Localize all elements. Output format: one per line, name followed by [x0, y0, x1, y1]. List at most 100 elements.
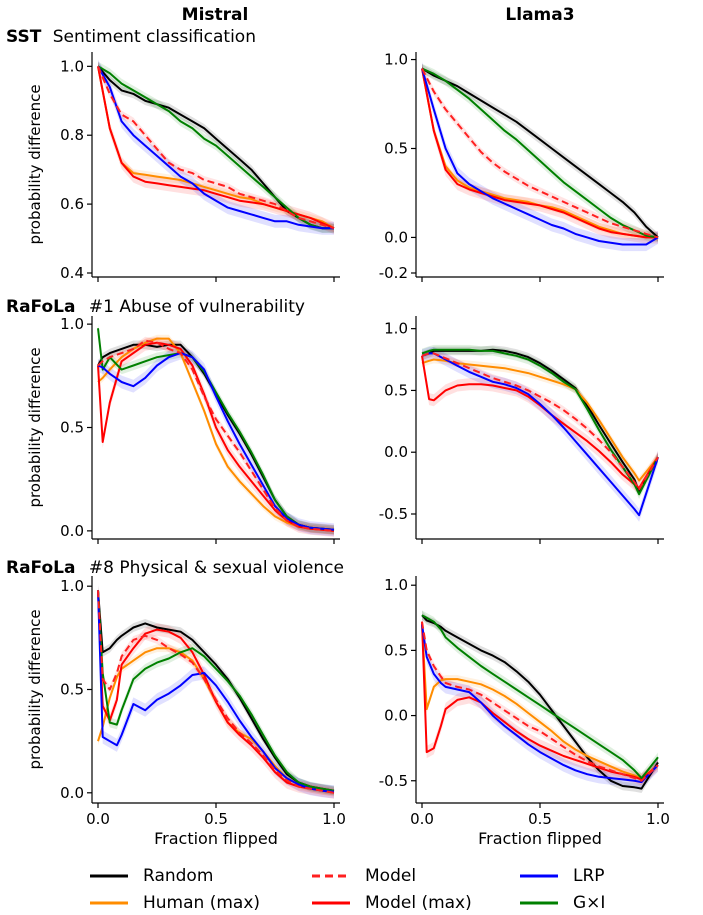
legend-label-random: Random	[143, 866, 213, 886]
band-random	[422, 610, 658, 793]
panel-3: 0.0 0.5 1.0 probability difference	[26, 315, 340, 544]
legend-label-human: Human (max)	[143, 893, 260, 913]
series-line-lrp	[97, 352, 335, 531]
row-label-sst-bold: SST	[6, 27, 42, 47]
row-label-rafola-1-bold: RaFoLa	[6, 297, 75, 317]
band-model_max	[422, 62, 658, 244]
x-tick-label: 1.0	[646, 810, 670, 828]
x-tick-label: 1.0	[322, 810, 346, 828]
y-tick-label: 0.8	[60, 126, 84, 144]
x-tick-label: 0.5	[204, 810, 228, 828]
band-lrp	[422, 61, 658, 252]
column-title-mistral: Mistral	[182, 5, 249, 25]
series-line-lrp	[421, 352, 659, 517]
y-tick-label: -0.5	[379, 505, 408, 523]
panel-6: -0.5 0.0 0.5 1.0 0.0 0.5 1.0 Fraction flipped	[379, 576, 670, 848]
legend-entry-model: Model	[312, 866, 416, 886]
band-gxi	[98, 61, 334, 233]
legend-entry-random: Random	[90, 866, 213, 886]
series-line-lrp	[97, 590, 335, 793]
series-line-gxi	[421, 67, 659, 239]
x-tick-label: 0.0	[410, 810, 434, 828]
y-tick-label: 0.5	[384, 641, 408, 659]
series-line-lrp	[421, 624, 659, 784]
series-line-human	[421, 624, 659, 780]
y-tick-label: 0.5	[384, 381, 408, 399]
y-tick-label: 0.6	[60, 195, 84, 213]
series-line-lrp	[97, 65, 334, 230]
column-title-llama3: Llama3	[505, 5, 574, 25]
legend-entry-human: Human (max)	[90, 893, 260, 913]
series-line-model_max	[97, 341, 335, 532]
row-label-rafola-1: RaFoLa #1 Abuse of vulnerability	[6, 297, 305, 317]
y-tick-label: 1.0	[60, 315, 84, 333]
legend-label-model_max: Model (max)	[365, 893, 472, 913]
panel-5: 0.0 0.5 1.0 0.0 0.5 1.0 probability difference…	[26, 576, 346, 848]
y-tick-label: 1.0	[384, 320, 408, 338]
x-tick-label: 0.5	[528, 810, 552, 828]
legend-entry-lrp: LRP	[520, 866, 605, 886]
series-line-model_max	[97, 590, 335, 794]
y-tick-label: -0.2	[379, 264, 408, 282]
series-line-model_max	[421, 68, 658, 239]
band-gxi	[422, 610, 658, 783]
series-line-model	[97, 590, 335, 794]
band-human	[98, 62, 334, 233]
y-tick-label: 0.4	[60, 264, 84, 282]
band-model_max	[422, 349, 658, 495]
series-line-random	[421, 67, 659, 239]
band-human	[98, 334, 334, 535]
legend: Random Model LRP Human (max) Model (max) G×I	[90, 866, 605, 913]
legend-label-model: Model	[365, 866, 416, 886]
series-line-model_max	[421, 355, 659, 489]
y-tick-label: 0.5	[384, 139, 408, 157]
x-axis-label: Fraction flipped	[154, 829, 278, 848]
y-tick-label: 0.5	[60, 419, 84, 437]
x-axis-label: Fraction flipped	[478, 829, 602, 848]
panel-1: 0.4 0.6 0.8 1.0 probability difference	[26, 52, 340, 282]
y-tick-label: 0.0	[384, 707, 408, 725]
legend-label-lrp: LRP	[573, 866, 605, 886]
band-lrp	[98, 583, 334, 799]
row-label-sst-rest: Sentiment classification	[53, 27, 256, 47]
row-label-rafola-8: RaFoLa #8 Physical & sexual violence	[6, 558, 344, 578]
panel-4: -0.5 0.0 0.5 1.0	[379, 316, 664, 544]
series-line-lrp	[421, 68, 659, 246]
band-lrp	[422, 617, 658, 789]
series-line-random	[421, 348, 659, 493]
y-axis-label: probability difference	[26, 347, 44, 507]
legend-entry-model_max: Model (max)	[312, 893, 472, 913]
y-tick-label: 1.0	[384, 576, 408, 594]
series-line-random	[97, 590, 335, 792]
series-line-random	[97, 343, 335, 531]
panel-2: -0.2 0.0 0.5 1.0	[379, 51, 664, 282]
y-axis-label: probability difference	[26, 609, 44, 769]
y-tick-label: 0.0	[384, 228, 408, 246]
y-tick-label: 1.0	[60, 577, 84, 595]
y-tick-label: 0.0	[384, 443, 408, 461]
chart-panels: 0.4 0.6 0.8 1.0 probability difference -0.2 0.…	[26, 51, 670, 848]
series-line-model	[97, 65, 335, 230]
series-line-random	[421, 614, 659, 790]
legend-entry-gxi: G×I	[520, 893, 605, 913]
y-tick-label: 1.0	[384, 51, 408, 69]
series-line-model	[421, 68, 659, 239]
y-tick-label: 0.5	[60, 681, 84, 699]
series-line-gxi	[421, 614, 659, 780]
y-tick-label: -0.5	[379, 772, 408, 790]
series-line-gxi	[97, 590, 335, 792]
row-label-sst: SST Sentiment classification	[6, 27, 256, 47]
legend-label-gxi: G×I	[573, 893, 605, 913]
y-tick-label: 1.0	[60, 57, 84, 75]
y-tick-label: 0.0	[60, 522, 84, 540]
row-label-rafola-1-rest: #1 Abuse of vulnerability	[89, 297, 305, 317]
row-label-rafola-8-rest: #8 Physical & sexual violence	[89, 558, 344, 578]
band-lrp	[422, 346, 658, 522]
y-axis-label: probability difference	[26, 84, 44, 244]
y-tick-label: 0.0	[60, 784, 84, 802]
series-line-model	[97, 339, 335, 532]
row-label-rafola-8-bold: RaFoLa	[6, 558, 75, 578]
x-tick-label: 0.0	[86, 810, 110, 828]
series-line-model	[421, 621, 659, 782]
